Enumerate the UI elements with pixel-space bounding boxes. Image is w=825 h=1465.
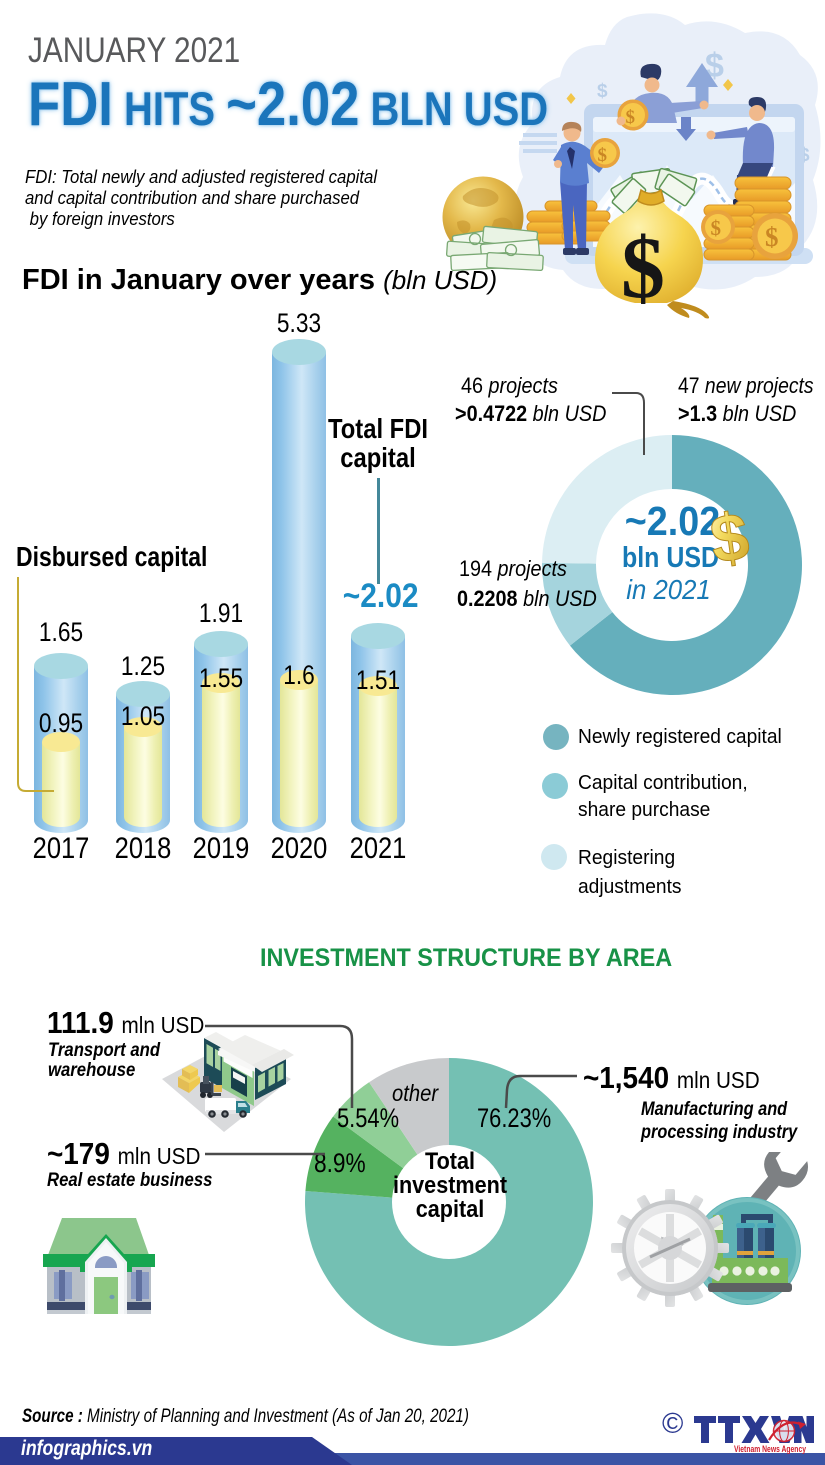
svg-text:$: $	[706, 500, 753, 572]
svg-text:$: $	[711, 216, 722, 240]
svg-text:$: $	[799, 145, 810, 166]
svg-text:Vietnam News Agency: Vietnam News Agency	[734, 1444, 806, 1454]
svg-text:$: $	[597, 81, 608, 102]
svg-text:$: $	[598, 145, 608, 166]
svg-text:$: $	[765, 222, 779, 252]
svg-text:$: $	[626, 107, 636, 128]
svg-text:$: $	[621, 220, 665, 317]
